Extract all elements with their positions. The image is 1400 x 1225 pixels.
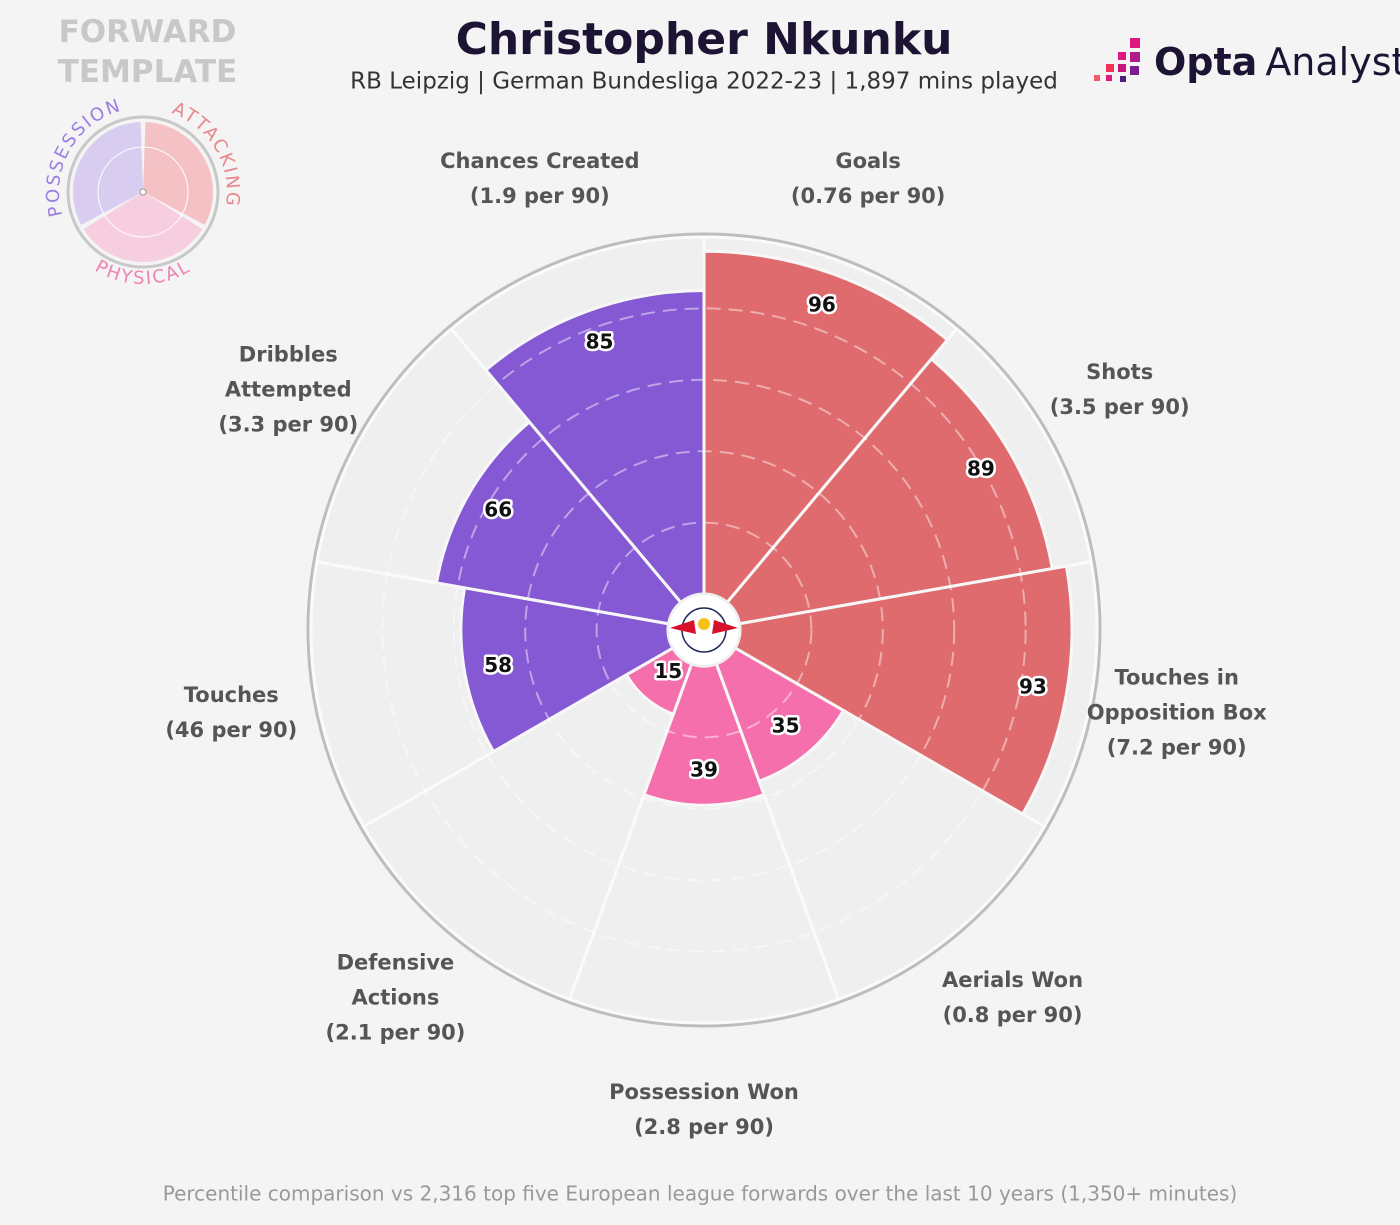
per-90: (46 per 90)	[165, 718, 298, 743]
category-name: Possession Won	[609, 1080, 799, 1104]
category-label: Touches in Opposition Box (7.2 per 90)	[1077, 661, 1277, 766]
value-label: 35	[772, 714, 800, 738]
template-title: FORWARD TEMPLATE	[57, 14, 238, 90]
value-label: 85	[586, 329, 614, 353]
template-grid	[97, 146, 189, 238]
category-name: Touches	[183, 683, 279, 708]
category-label: Dribbles Attempted (3.3 per 90)	[213, 338, 363, 443]
category-label: Goals (0.76 per 90)	[768, 144, 968, 214]
value-label: 15	[654, 659, 682, 683]
footnote: Percentile comparison vs 2,316 top five …	[163, 1182, 1238, 1206]
category-name: Goals	[835, 148, 901, 173]
category-label: Chances Created (1.9 per 90)	[440, 144, 640, 214]
club-badge-bull	[670, 620, 696, 634]
template-center	[139, 188, 147, 196]
value-label: 96	[808, 293, 836, 317]
value-label: 58	[484, 653, 512, 677]
chart-title: Christopher Nkunku	[456, 14, 953, 65]
category-label: Shots (3.5 per 90)	[1020, 355, 1220, 425]
opta-icon	[1094, 38, 1140, 82]
grid-ring	[595, 521, 813, 739]
club-badge-bull	[712, 620, 738, 634]
category-name: Chances Created	[440, 148, 640, 173]
category-name: Dribbles Attempted	[224, 342, 352, 402]
category-label: Possession Won (2.8 per 90)	[604, 1075, 804, 1145]
grid-ring	[524, 450, 884, 810]
club-badge-ball	[698, 618, 710, 630]
value-label: 39	[690, 758, 718, 782]
per-90: (1.9 per 90)	[469, 183, 610, 208]
logo: Opta Analyst	[1154, 40, 1400, 84]
value-label: 89	[967, 457, 995, 481]
logo-product: Analyst	[1265, 40, 1400, 84]
per-90: (3.3 per 90)	[218, 412, 359, 437]
category-label: Aerials Won (0.8 per 90)	[913, 963, 1113, 1033]
category-label: Defensive Actions (2.1 per 90)	[320, 945, 470, 1050]
template-ring	[66, 115, 220, 269]
value-label: 66	[484, 498, 512, 522]
category-name: Aerials Won	[942, 967, 1084, 992]
category-name: Shots	[1086, 360, 1154, 384]
category-name: Touches in Opposition Box	[1086, 665, 1267, 725]
grid-ring	[452, 378, 956, 882]
per-90: (0.8 per 90)	[942, 1002, 1083, 1027]
template-sector	[73, 122, 143, 225]
logo-brand: Opta	[1154, 40, 1257, 84]
outer-ring	[306, 232, 1102, 1028]
per-90: (2.1 per 90)	[325, 1020, 466, 1045]
template-sector	[83, 192, 203, 262]
chart-subtitle: RB Leipzig | German Bundesliga 2022-23 |…	[350, 69, 1058, 95]
value-label: 93	[1019, 675, 1047, 699]
per-90: (2.8 per 90)	[634, 1115, 774, 1139]
per-90: (0.76 per 90)	[790, 183, 946, 208]
category-label: Touches (46 per 90)	[131, 678, 331, 748]
template-sector	[143, 122, 213, 225]
per-90: (7.2 per 90)	[1106, 735, 1247, 760]
category-name: Defensive Actions	[336, 950, 455, 1010]
grid-ring	[381, 307, 1027, 953]
per-90: (3.5 per 90)	[1049, 395, 1190, 419]
